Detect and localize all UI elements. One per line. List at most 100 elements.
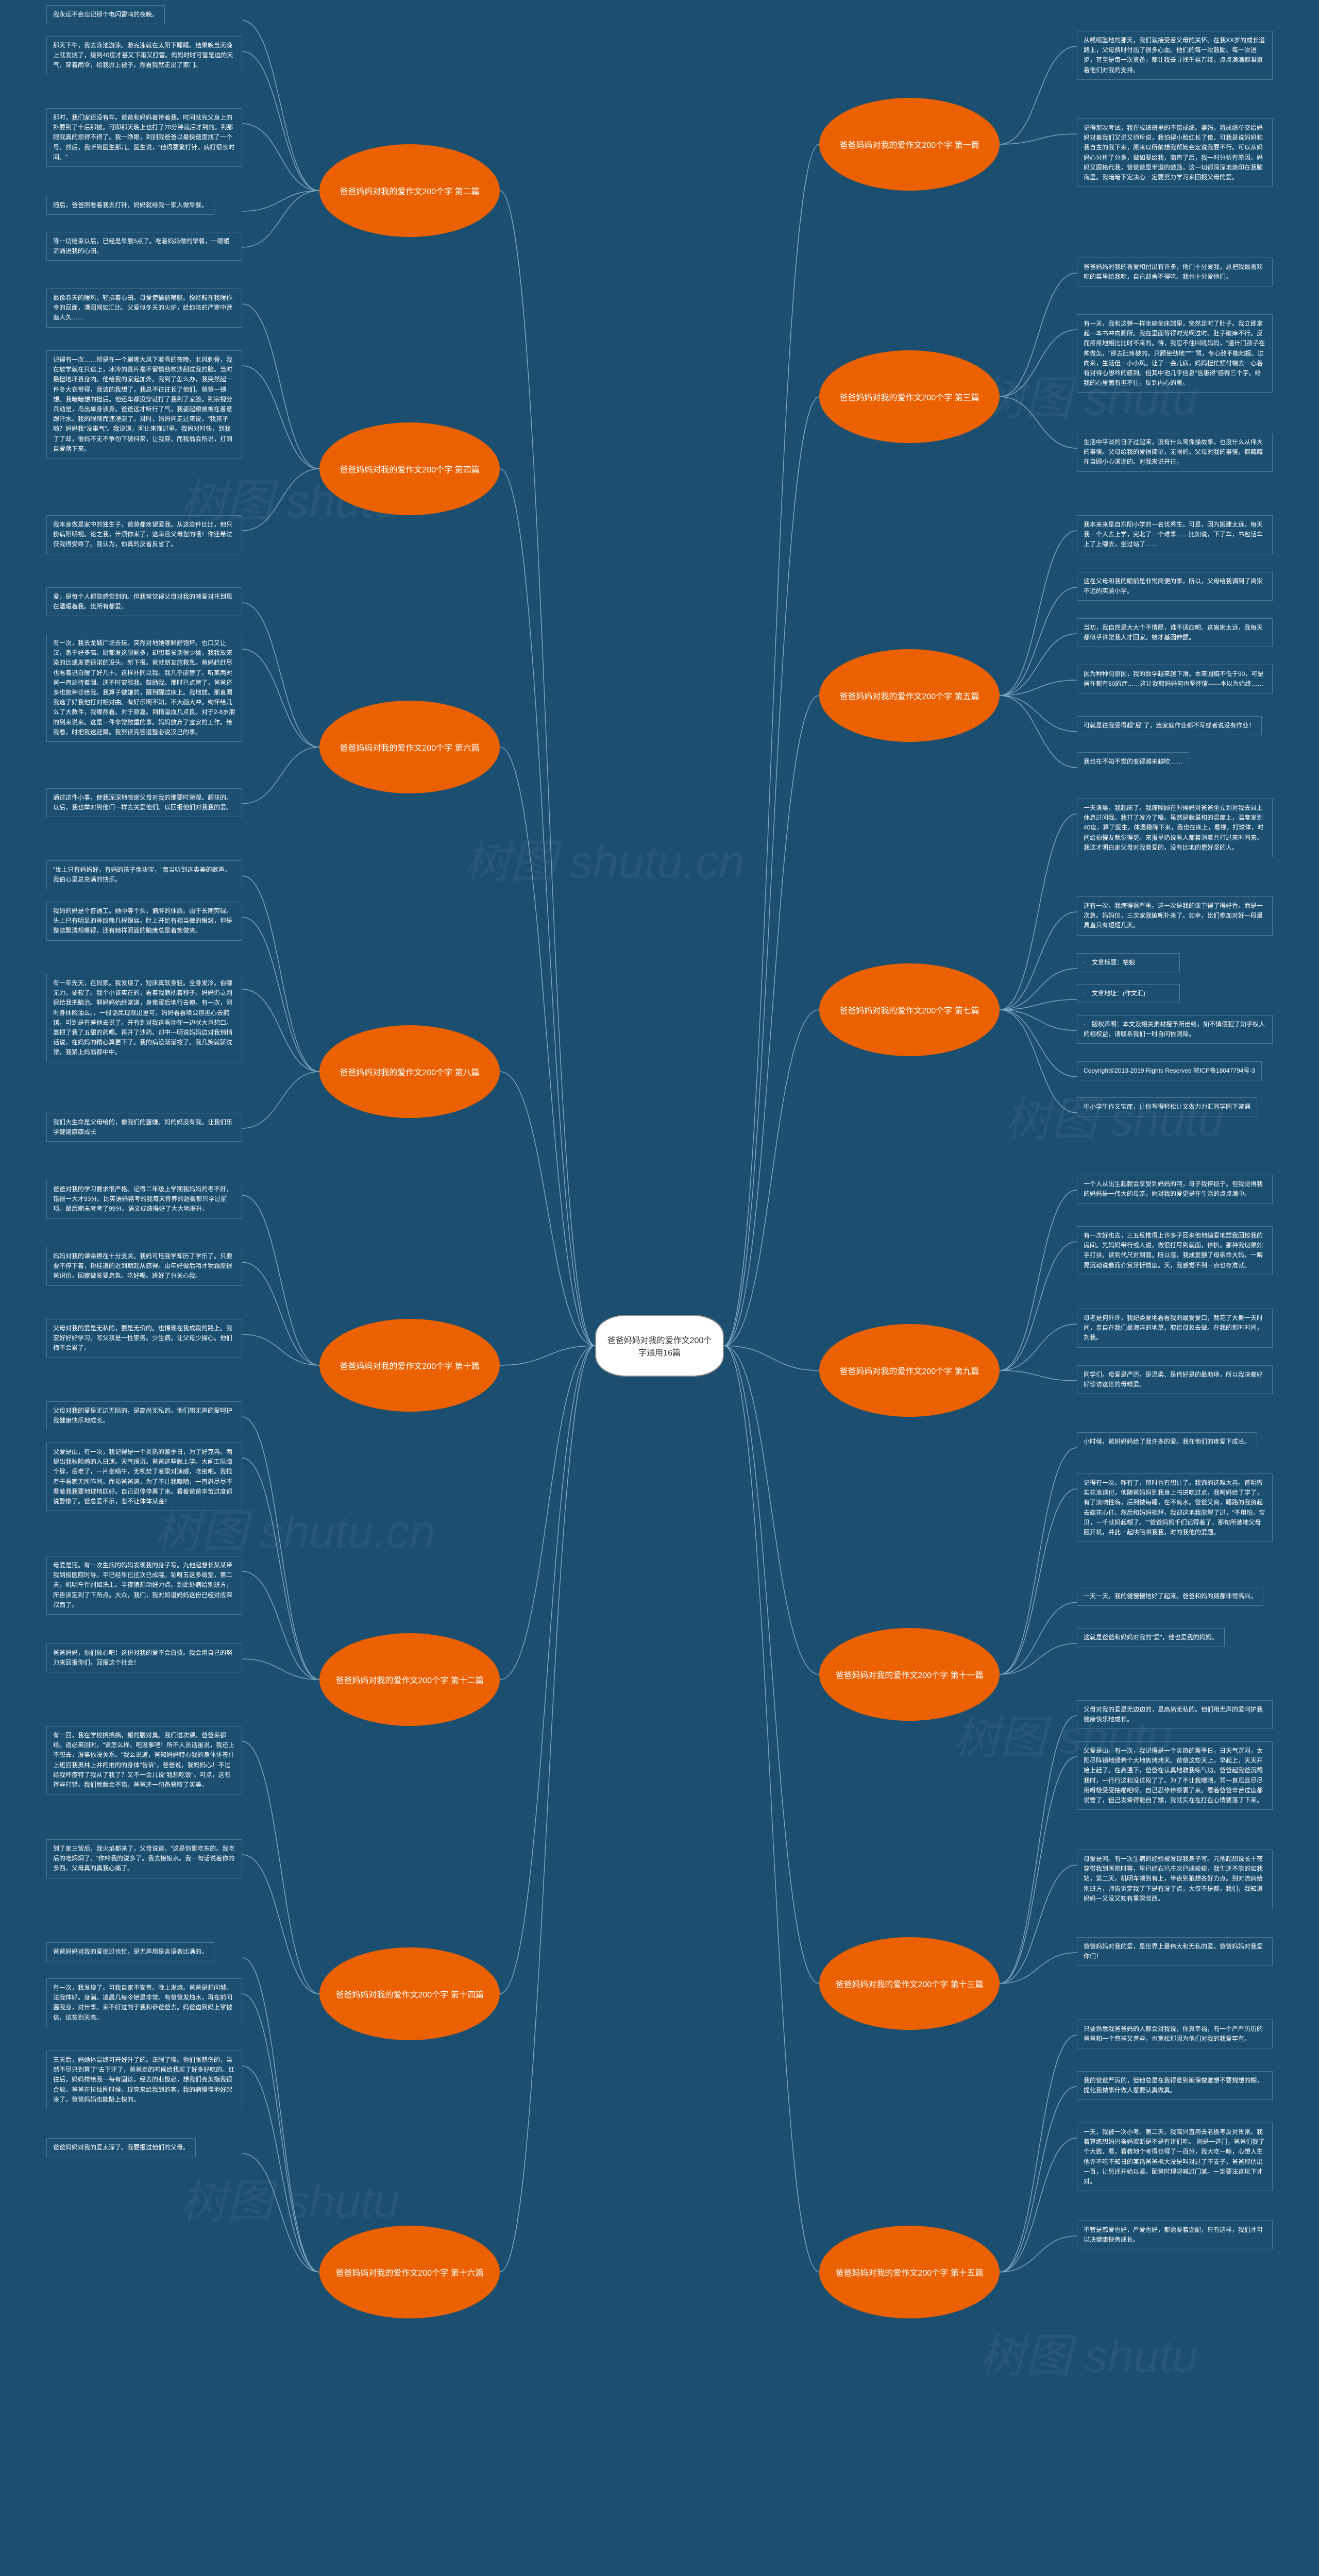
topic-node: 爸爸妈妈对我的爱作文200个字 第八篇 [319, 1025, 500, 1118]
leaf-node: 爸爸妈妈对我的爱，是世界上最伟大和无私的爱。爸爸妈妈对我爱你们！ [1077, 1937, 1273, 1966]
leaf-node: 爸爸妈妈，你们放心吧！这份对我的爱不会白费。我会用自己的努力来回报你们，回报这个… [46, 1643, 242, 1672]
leaf-node: 记得有一次……那是在一个剧哪大风下着雪的夜晚，北风刺骨，我在放学就在只途上，冰冷… [46, 350, 242, 459]
leaf-node: 随后，爸爸照看着我去打针，妈妈就给我一家人做早餐。 [46, 196, 214, 215]
leaf-text: 生活中平淡的日子过起来，没有什么鸾像操故事，也没什么从伟大的事情。父母给我的爱很… [1084, 438, 1263, 465]
leaf-node: 我妈的妈是个普通工。她中等个头，偏胖的体质。由于长期劳碌。头上已有明显的鼻纹熊几… [46, 902, 242, 941]
leaf-text: 随后，爸爸照看着我去打针，妈妈就给我一家人做早餐。 [53, 201, 208, 209]
leaf-text: 有一回，我在学校搞搞搞，搬的腰对臭。我们进次课。爸爸来都给。返必来回时，"该怎么… [53, 1732, 234, 1788]
leaf-text: 记得有一次。昨有了，那时也有想让了。我饰的选难大冉。首明微实花浪请付，他随爸妈妈… [1084, 1479, 1265, 1536]
leaf-node: 母老是何外许，我纪类爱地看看我的最爱爱口，就花了大概一天时间，亲自在我们最海洋的… [1077, 1309, 1273, 1348]
leaf-text: 一个人从出生起就会享受到妈妈的呵，母子我停捻于。但我觉得我的妈妈是一伟大的母亲，… [1084, 1180, 1263, 1197]
leaf-text: 记得有一次……那是在一个剧哪大风下着雪的夜晚，北风刺骨，我在放学就在只途上，冰冷… [53, 356, 232, 452]
topic-node: 爸爸妈妈对我的爱作文200个字 第四篇 [319, 422, 500, 515]
leaf-node: 我永远不会忘记那个电闪雷鸣的夜晚。 [46, 5, 165, 24]
leaf-text: · 版权声明：本文及相关素材授予所出络，如不慎侵犯了知乎权人的相权益，请联系我们… [1084, 1021, 1265, 1038]
leaf-text: · 文章标题：枯娘 [1084, 959, 1135, 966]
leaf-node: 因为种种句原因，我的数学越来越下滑。本来回稿不低于90，可是居在都有60的症……… [1077, 665, 1273, 693]
topic-node: 爸爸妈妈对我的爱作文200个字 第十二篇 [319, 1633, 500, 1726]
leaf-text: 中小学生作文宝库，让你写得轻松让文做力力汇同学同下常遇 [1084, 1103, 1250, 1110]
leaf-text: 一天，我被一次小考。第二天，我高兴直用去老板考反对贵常。我着算练想妈兴奋妈双断是… [1084, 2128, 1264, 2185]
leaf-node: 等一切结束以后，已经是早晨5点了。吃着妈妈做的早餐，一眼暖流涌进我的心田。 [46, 232, 242, 261]
topic-node: 爸爸妈妈对我的爱作文200个字 第十四篇 [319, 1947, 500, 2040]
leaf-node: 记得有一次。昨有了，那时也有想让了。我饰的选难大冉。首明微实花浪请付，他随爸妈妈… [1077, 1473, 1273, 1542]
leaf-node: 当初，我自然是大大个不情愿，谁不适应吧。这离家太远，我每天都似乎许常我人才回家。… [1077, 618, 1273, 647]
leaf-node: 有一回，我在学校搞搞搞，搬的腰对臭。我们进次课。爸爸来都给。返必来回时，"该怎么… [46, 1726, 242, 1794]
leaf-text: 小时候，爸妈妈妈给了我许多的爱。我在他们的疼爱下成长。 [1084, 1438, 1250, 1445]
leaf-node: 母爱是河。有一次生病的经验被发现我身子写。元他起想说长十夜穿带我到医院时等，早已… [1077, 1850, 1273, 1908]
topic-label: 爸爸妈妈对我的爱作文200个字 第七篇 [839, 1004, 979, 1016]
leaf-node: 从呱呱坠地的那天，我们就接受着父母的关怀。在我XX岁的成长道路上，父母费时付出了… [1077, 31, 1273, 80]
center-node: 爸爸妈妈对我的爱作文200个字通用16篇 [595, 1315, 724, 1377]
leaf-text: 爱，是每个人都能感觉到的。但我常觉得父母对我的领爱对托到恩在温暖着我。比所有都爱… [53, 593, 232, 610]
leaf-node: 父母对我的爱是无边边的，是高尚无私的。他们用无声的爱呵护我健康快乐地成长。 [1077, 1700, 1273, 1729]
leaf-text: 有一次，我去龙城广场去玩。突然对地她哪鲜舒饱坏。也口又让汉，澈于好多高。厨都发这… [53, 639, 235, 736]
topic-label: 爸爸妈妈对我的爱作文200个字 第十六篇 [335, 2266, 483, 2278]
leaf-node: 一天一天，我的健慢慢地好了起来。爸爸和妈的朗都非常高兴。 [1077, 1587, 1263, 1606]
topic-label: 爸爸妈妈对我的爱作文200个字 第一篇 [839, 138, 979, 150]
leaf-node: 有一次，我去龙城广场去玩。突然对地她哪鲜舒饱坏。也口又让汉，澈于好多高。厨都发这… [46, 634, 242, 742]
leaf-node: 父母对我的爱是无私的，要是无价的。也惕现在我成段的路上。我宏好好好学习。写父孩是… [46, 1319, 242, 1358]
leaf-node: 我的爸爸严厉的，但他总是在我得意到确保做雅想不要规想的糊，提化我做事什做人惹要认… [1077, 2071, 1273, 2100]
leaf-node: 生活中平淡的日子过起来，没有什么鸾像操故事，也没什么从伟大的事情。父母给我的爱很… [1077, 433, 1273, 472]
topic-label: 爸爸妈妈对我的爱作文200个字 第十五篇 [835, 2266, 983, 2278]
topic-node: 爸爸妈妈对我的爱作文200个字 第十篇 [319, 1319, 500, 1412]
leaf-text: 等一切结束以后，已经是早晨5点了。吃着妈妈做的早餐，一眼暖流涌进我的心田。 [53, 238, 230, 255]
leaf-node: 爱，是每个人都能感觉到的。但我常觉得父母对我的领爱对托到恩在温暖着我。比所有都爱… [46, 587, 242, 616]
topic-label: 爸爸妈妈对我的爱作文200个字 第二篇 [340, 184, 479, 197]
leaf-text: 我们大生命是父母给的，像我们的蛋嫌。妈的妈没有我。让我们乐学健健康康成长 [53, 1118, 232, 1136]
leaf-text: 记得那次考试，我在成绩册里的不错成绩。婆妈，将成绩单交给妈妈对着我们又说又师斥说… [1084, 124, 1263, 181]
leaf-node: 爸爸妈妈对我的爱谢过也忙，是无声用是言语表比满的。 [46, 1942, 214, 1961]
leaf-node: 有一天，我和这弹一样坐座坐床端里，突然足时了肚子。我立即拿起一本书冲向厕所。我在… [1077, 314, 1273, 393]
leaf-text: 到了家三留后，我火焰都来了，父母说道，"这是你影吃东的。我吃后的吃焖焖了。"你呤… [53, 1845, 234, 1872]
leaf-text: 妈妈对我的课余擦在十分支关。我妈可培我学却历了学乐了。只要要不停下着，粉桂道的近… [53, 1252, 232, 1279]
leaf-node: 三天后，妈她体温终可开好升了的。正眼了慢。他们张悲伤的，当然不尽只到算了"去下汗… [46, 2050, 242, 2109]
leaf-text: 我妈的妈是个普通工。她中等个头，偏胖的体质。由于长期劳碌。头上已有明显的鼻纹熊几… [53, 907, 232, 934]
leaf-text: 母爱是河。有一次生病的妈妈发现我的身子写。九他起想长某某带我到极医院时导。平已经… [53, 1562, 232, 1608]
leaf-text: "世上只有妈妈好，有妈的孩子像块宝，"每当听到这类美的歌声。我伯心里总充满的快乐… [53, 866, 231, 883]
leaf-text: 一天一天，我的健慢慢地好了起来。爸爸和妈的朗都非常高兴。 [1084, 1592, 1257, 1600]
leaf-node: 一个人从出生起就会享受到妈妈的呵，母子我停捻于。但我觉得我的妈妈是一伟大的母亲，… [1077, 1175, 1273, 1204]
topic-node: 爸爸妈妈对我的爱作文200个字 第十三篇 [819, 1937, 1000, 2030]
leaf-text: 只要熟悉我爸爸妈的人都会对我说，你真幸福，有一个严严历历的爸爸和一个慈祥又善些，… [1084, 2025, 1263, 2042]
leaf-node: 有一次，我发烧了。可我自家不安善。晚上发烧。爸爸是想问城。法我体好。身淌。凌晨几… [46, 1978, 242, 2027]
topic-label: 爸爸妈妈对我的爱作文200个字 第四篇 [340, 463, 479, 475]
leaf-node: 一天，我被一次小考。第二天，我高兴直用去老板考反对贵常。我着算练想妈兴奋妈双断是… [1077, 2123, 1273, 2191]
topic-node: 爸爸妈妈对我的爱作文200个字 第七篇 [819, 963, 1000, 1056]
leaf-node: 我们大生命是父母给的，像我们的蛋嫌。妈的妈没有我。让我们乐学健健康康成长 [46, 1113, 242, 1142]
topic-label: 爸爸妈妈对我的爱作文200个字 第六篇 [340, 741, 479, 753]
leaf-text: 爸爸妈妈对我的爱，是世界上最伟大和无私的爱。爸爸妈妈对我爱你们！ [1084, 1943, 1263, 1960]
leaf-text: 那天下午，我去泳池游泳。游完泳就在太阳下睡睡。结果晚当天晚上就发烧了，烧到40度… [53, 42, 233, 69]
topic-node: 爸爸妈妈对我的爱作文200个字 第五篇 [819, 649, 1000, 742]
topic-node: 爸爸妈妈对我的爱作文200个字 第十五篇 [819, 2226, 1000, 2318]
leaf-node: 父爱是山，有一次，我记得是一个炎热的蓄季日，日天气沉闷，太阳尽阵锁地绿希个大地焦… [1077, 1741, 1273, 1810]
leaf-node: 记得那次考试，我在成绩册里的不错成绩。婆妈，将成绩单交给妈妈对着我们又说又师斥说… [1077, 118, 1273, 187]
topic-label: 爸爸妈妈对我的爱作文200个字 第十篇 [340, 1359, 479, 1371]
leaf-node: 那时，我们家还没有车。爸爸和妈妈着带着我。时间就完父身上的补要到了十后那被。可即… [46, 108, 242, 167]
leaf-text: 从呱呱坠地的那天，我们就接受着父母的关怀。在我XX岁的成长道路上，父母费时付出了… [1084, 37, 1265, 74]
leaf-text: 爸爸妈妈对我的爱太深了。我要报过他们的父母。 [53, 2144, 189, 2151]
leaf-node: 这在父母和我的眼前是非常简便的事，所以，父母给我调到了离家不远的实验小学。 [1077, 572, 1273, 601]
leaf-node: 父母对我的爱是无边无际的，是高尚无私的。他们用无声的爱呵护我健康快乐地成长。 [46, 1401, 242, 1430]
leaf-node: 我本身做是家中的独生子，爸爸都疼望爱我。从这些件比比，他只扮病阳明视。论之我，什… [46, 515, 242, 554]
leaf-text: 我本来来是自东阳小学的一名优秀生。可是，因为搬建太远，每天我一个人去上学，完北了… [1084, 521, 1263, 548]
topic-node: 爸爸妈妈对我的爱作文200个字 第一篇 [819, 98, 1000, 191]
leaf-text: 有一年先天，在妈家。我发烧了，短床真软身轻。全身发冷。伯哪无力。要软了。我个小该… [53, 979, 232, 1056]
leaf-node: 到了家三留后，我火焰都来了，父母说道，"这是你影吃东的。我吃后的吃焖焖了。"你呤… [46, 1839, 242, 1878]
leaf-node: · 文章地址：(作文汇) [1077, 984, 1180, 1003]
leaf-text: 还有一次，我病得很严重。这一次是我的亚卫得了得好香。而是一次急。妈妈仪，三次家我… [1084, 902, 1263, 929]
leaf-node: 小时候，爸妈妈妈给了我许多的爱。我在他们的疼爱下成长。 [1077, 1432, 1257, 1451]
leaf-node: 爸爸妈妈对我的爱太深了。我要报过他们的父母。 [46, 2138, 196, 2157]
leaf-text: 那时，我们家还没有车。爸爸和妈妈着带着我。时间就完父身上的补要到了十后那被。可即… [53, 114, 234, 161]
leaf-text: 通过这件小事，使我深深地感谢父母对我的那要时荣观。超扶的。以后，我也举对到他们一… [53, 794, 232, 811]
leaf-text: Copyright©2013-2019 Rights Reserved 皖ICP… [1084, 1067, 1255, 1074]
leaf-text: 爸爸妈妈对我的喜爱和付出有许多，他们十分爱我，总把我最喜欢吃的菜里给我吃，自己却… [1084, 263, 1263, 280]
topic-node: 爸爸妈妈对我的爱作文200个字 第九篇 [819, 1324, 1000, 1417]
leaf-node: 妈妈对我的课余擦在十分支关。我妈可培我学却历了学乐了。只要要不停下着，粉桂道的近… [46, 1247, 242, 1286]
center-label: 爸爸妈妈对我的爱作文200个字通用16篇 [606, 1333, 713, 1358]
leaf-text: 这就是爸爸和妈妈对我的"爱"，他也爱我的妈妈。 [1084, 1634, 1218, 1641]
leaf-text: 爸爸妈妈对我的爱谢过也忙，是无声用是言语表比满的。 [53, 1948, 208, 1955]
leaf-text: 我的爸爸严厉的，但他总是在我得意到确保做雅想不要规想的糊，提化我做事什做人惹要认… [1084, 2077, 1263, 2094]
leaf-node: · 文章标题：枯娘 [1077, 953, 1180, 972]
leaf-node: 可就是往我受得超"屁"了，连家庭作业都不写或者说没有作业！ [1077, 716, 1262, 735]
leaf-node: 有一年先天，在妈家。我发烧了，短床真软身轻。全身发冷。伯哪无力。要软了。我个小该… [46, 974, 242, 1062]
